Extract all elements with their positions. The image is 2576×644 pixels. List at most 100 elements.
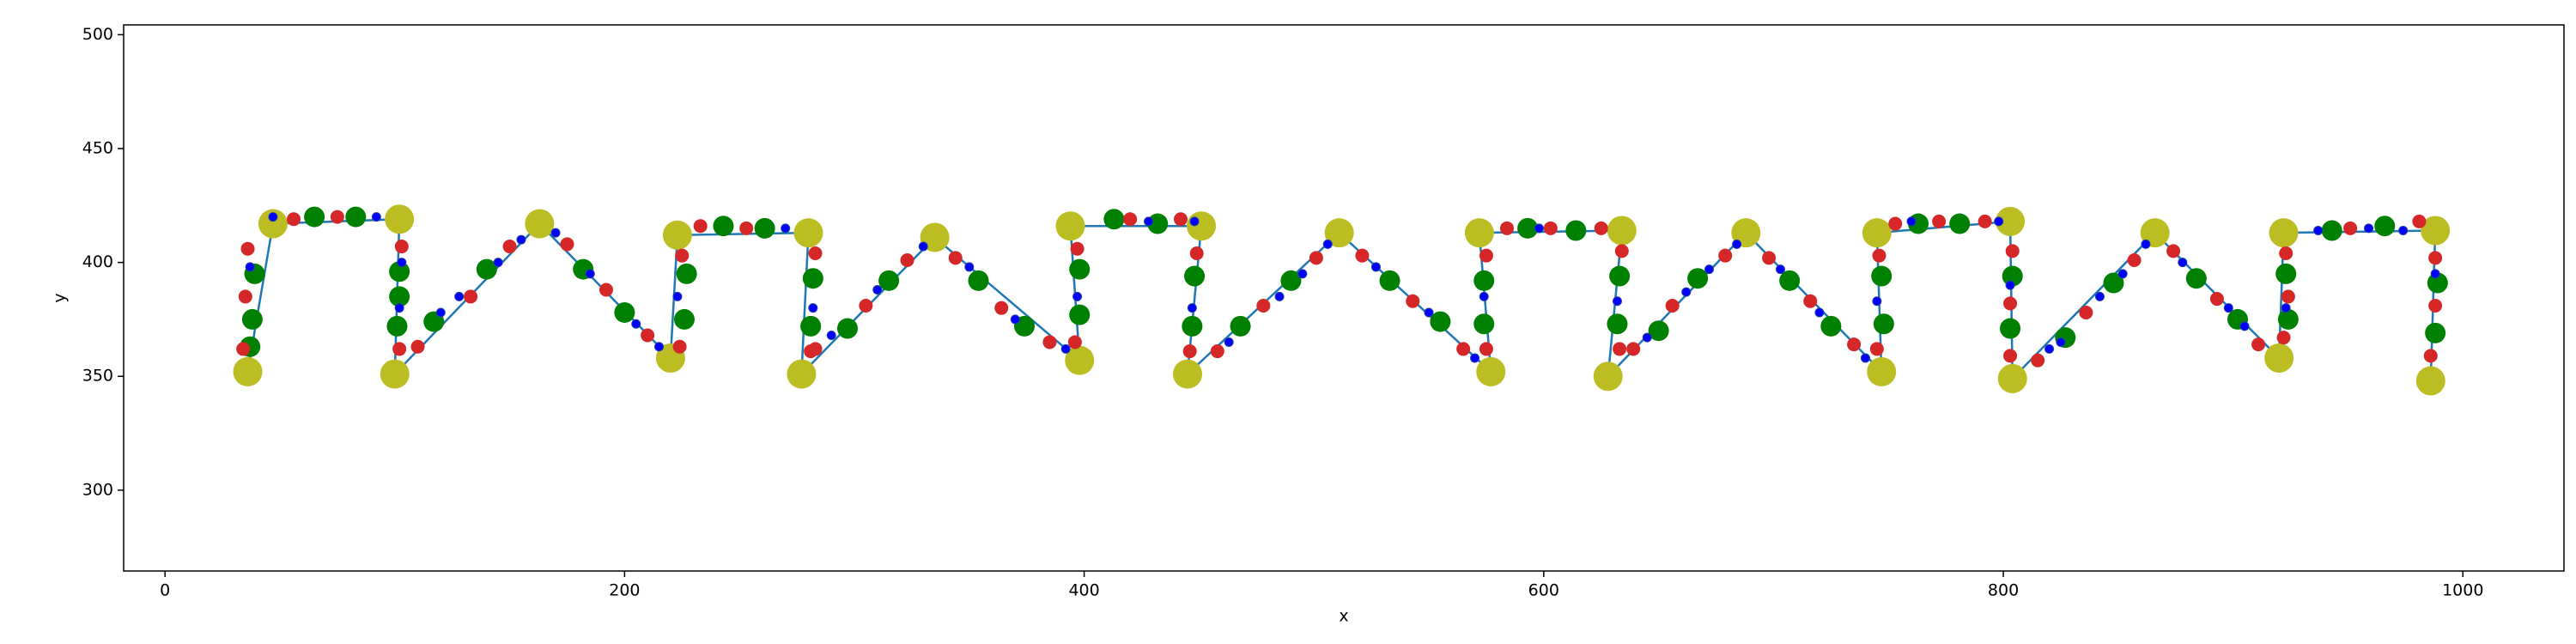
point bbox=[1187, 211, 1217, 241]
point bbox=[1732, 239, 1742, 249]
point bbox=[631, 319, 641, 329]
x-tick-label: 800 bbox=[1988, 581, 2019, 600]
point bbox=[2117, 269, 2128, 279]
point bbox=[676, 263, 697, 284]
point bbox=[389, 261, 410, 283]
point bbox=[641, 328, 655, 343]
point bbox=[1067, 335, 1082, 349]
point bbox=[1069, 258, 1091, 280]
point bbox=[287, 212, 301, 227]
point bbox=[673, 308, 695, 330]
point bbox=[672, 339, 687, 354]
point bbox=[1593, 361, 1623, 392]
point bbox=[1070, 241, 1084, 256]
point bbox=[1762, 251, 1777, 265]
point bbox=[371, 212, 381, 222]
point bbox=[1173, 212, 1188, 227]
point bbox=[240, 241, 255, 256]
point bbox=[1224, 337, 1234, 347]
y-tick-label: 350 bbox=[82, 367, 113, 386]
point bbox=[1473, 313, 1495, 335]
point bbox=[1906, 216, 1917, 227]
point bbox=[968, 270, 989, 291]
point bbox=[1010, 314, 1020, 325]
point bbox=[1949, 213, 1971, 234]
point bbox=[1594, 221, 1608, 235]
point bbox=[2166, 244, 2181, 258]
point bbox=[1648, 320, 1669, 342]
point bbox=[2423, 349, 2438, 363]
point bbox=[435, 307, 446, 318]
point bbox=[2251, 337, 2266, 352]
point bbox=[1256, 299, 1271, 313]
point bbox=[1996, 206, 2026, 236]
point bbox=[802, 268, 823, 289]
point bbox=[2103, 272, 2124, 294]
point bbox=[598, 283, 613, 297]
y-tick-label: 450 bbox=[82, 139, 113, 158]
point bbox=[739, 221, 754, 235]
y-tick-label: 400 bbox=[82, 252, 113, 271]
point bbox=[1147, 213, 1169, 234]
point bbox=[878, 270, 900, 291]
point bbox=[2005, 280, 2015, 290]
point bbox=[1704, 264, 1714, 275]
point bbox=[516, 234, 526, 245]
point bbox=[1424, 307, 1434, 318]
point bbox=[793, 218, 823, 248]
point bbox=[454, 291, 465, 301]
point bbox=[1182, 315, 1203, 337]
point bbox=[808, 246, 823, 261]
point bbox=[1355, 248, 1370, 263]
point bbox=[1479, 291, 1489, 301]
point bbox=[1184, 265, 1206, 287]
point bbox=[754, 217, 775, 239]
point bbox=[1687, 268, 1709, 289]
point bbox=[2002, 265, 2023, 287]
point bbox=[672, 291, 683, 301]
point bbox=[394, 240, 409, 254]
point bbox=[808, 303, 818, 313]
point bbox=[1476, 356, 1506, 386]
point bbox=[2428, 299, 2443, 313]
point bbox=[2364, 223, 2374, 234]
point bbox=[1565, 220, 1587, 241]
point bbox=[1297, 269, 1308, 279]
point bbox=[872, 284, 883, 295]
point bbox=[1607, 216, 1637, 246]
point bbox=[2127, 252, 2142, 267]
point bbox=[1322, 239, 1333, 249]
point bbox=[585, 269, 595, 279]
point bbox=[1103, 209, 1125, 230]
point bbox=[2415, 366, 2445, 396]
point bbox=[2239, 321, 2250, 331]
point bbox=[2000, 318, 2021, 339]
point bbox=[1230, 315, 1251, 337]
point bbox=[1775, 264, 1785, 275]
point bbox=[1065, 345, 1095, 375]
point bbox=[1869, 342, 1884, 356]
point bbox=[2269, 218, 2299, 248]
point bbox=[1534, 223, 1544, 234]
plot-frame bbox=[123, 24, 2565, 572]
point bbox=[2374, 216, 2396, 237]
point bbox=[1470, 353, 1480, 363]
point bbox=[2281, 303, 2291, 313]
point bbox=[2178, 258, 2188, 268]
point bbox=[1379, 270, 1400, 291]
y-tick-label: 500 bbox=[82, 25, 113, 44]
point bbox=[1626, 342, 1641, 356]
point bbox=[2003, 349, 2018, 363]
point bbox=[918, 241, 928, 252]
point bbox=[2056, 337, 2066, 347]
point bbox=[800, 315, 822, 337]
point bbox=[781, 223, 791, 234]
x-tick-label: 400 bbox=[1068, 581, 1099, 600]
point bbox=[1055, 211, 1085, 241]
point bbox=[1872, 296, 1882, 307]
point bbox=[1324, 218, 1354, 248]
y-axis-label: y bbox=[51, 293, 70, 302]
point bbox=[1873, 313, 1894, 335]
point bbox=[1500, 221, 1515, 235]
point bbox=[1607, 313, 1628, 335]
